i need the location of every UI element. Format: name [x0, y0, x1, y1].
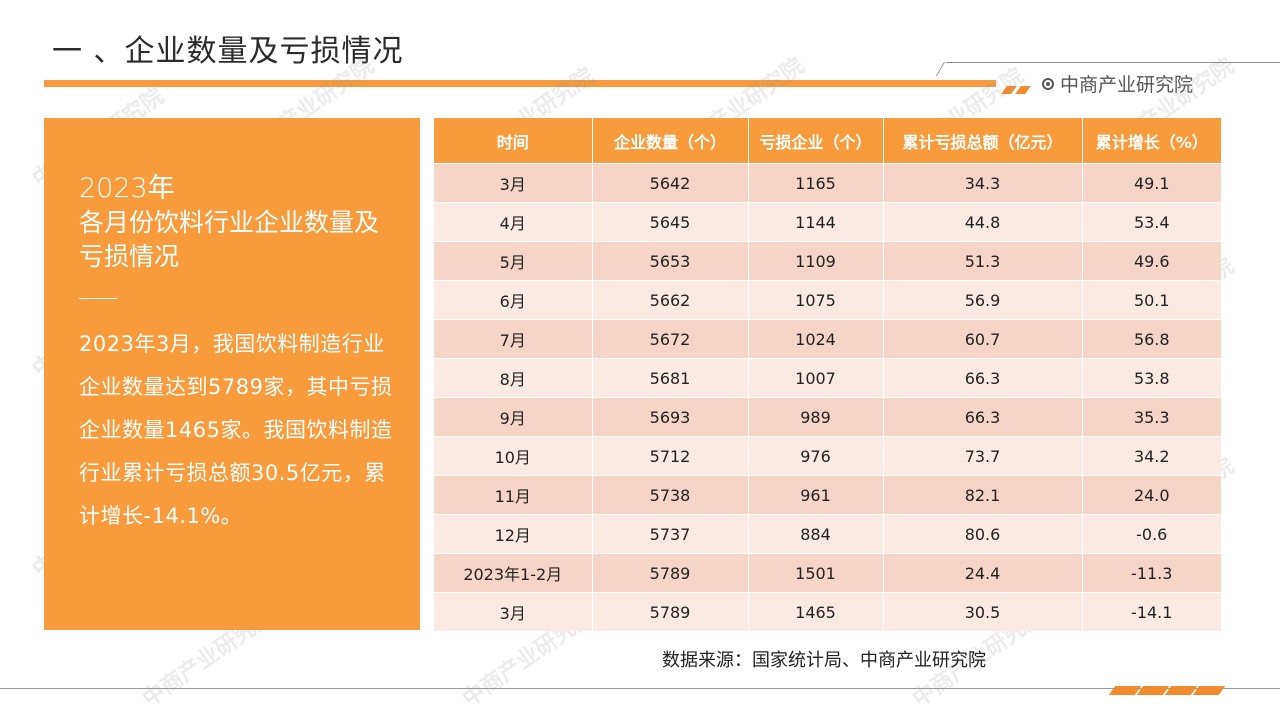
panel-year: 2023年 — [79, 173, 175, 204]
page-title: 一 、企业数量及亏损情况 — [52, 34, 404, 69]
cell-growth: 34.2 — [1082, 436, 1221, 476]
cell-time: 4月 — [434, 202, 593, 242]
cell-count: 5645 — [592, 202, 749, 242]
table-row: 11月 5738 961 82.1 24.0 — [434, 475, 1221, 515]
cell-loss-count: 1165 — [748, 163, 884, 203]
cell-loss-total: 66.3 — [883, 358, 1083, 398]
table-row: 8月 5681 1007 66.3 53.8 — [434, 358, 1221, 398]
cell-time: 12月 — [434, 514, 593, 554]
cell-loss-total: 56.9 — [883, 280, 1083, 320]
cell-growth: 49.6 — [1082, 241, 1221, 281]
title-underline — [44, 80, 996, 87]
header-loss-enterprises: 亏损企业（个） — [748, 118, 884, 164]
header-cumulative-growth: 累计增长（%） — [1082, 118, 1221, 164]
cell-loss-count: 1109 — [748, 241, 884, 281]
table-row: 6月 5662 1075 56.9 50.1 — [434, 280, 1221, 320]
cell-growth: 53.8 — [1082, 358, 1221, 398]
cell-count: 5789 — [592, 553, 749, 593]
cell-time: 9月 — [434, 397, 593, 437]
cell-time: 7月 — [434, 319, 593, 359]
cell-loss-count: 1144 — [748, 202, 884, 242]
target-icon — [1042, 77, 1054, 90]
cell-loss-count: 976 — [748, 436, 884, 476]
cell-count: 5789 — [592, 592, 749, 631]
cell-loss-count: 1024 — [748, 319, 884, 359]
cell-count: 5693 — [592, 397, 749, 437]
cell-loss-total: 44.8 — [883, 202, 1083, 242]
table-row: 4月 5645 1144 44.8 53.4 — [434, 202, 1221, 242]
cell-growth: 50.1 — [1082, 280, 1221, 320]
table-row: 3月 5789 1465 30.5 -14.1 — [434, 592, 1221, 631]
cell-count: 5737 — [592, 514, 749, 554]
cell-growth: 53.4 — [1082, 202, 1221, 242]
cell-count: 5653 — [592, 241, 749, 281]
cell-count: 5681 — [592, 358, 749, 398]
table-row: 10月 5712 976 73.7 34.2 — [434, 436, 1221, 476]
panel-divider — [79, 298, 117, 299]
cell-time: 11月 — [434, 475, 593, 515]
data-source-note: 数据来源：国家统计局、中商产业研究院 — [662, 650, 986, 671]
header-divider-line — [946, 62, 1280, 63]
table-row: 9月 5693 989 66.3 35.3 — [434, 397, 1221, 437]
cell-loss-count: 884 — [748, 514, 884, 554]
footer-divider — [0, 688, 1280, 689]
table-header-row: 时间 企业数量（个） 亏损企业（个） 累计亏损总额（亿元） 累计增长（%） — [434, 118, 1221, 164]
brand-name: 中商产业研究院 — [1060, 74, 1194, 96]
table-row: 7月 5672 1024 60.7 56.8 — [434, 319, 1221, 359]
table-row: 3月 5642 1165 34.3 49.1 — [434, 163, 1221, 203]
cell-time: 3月 — [434, 163, 593, 203]
cell-count: 5662 — [592, 280, 749, 320]
cell-loss-total: 60.7 — [883, 319, 1083, 359]
cell-count: 5712 — [592, 436, 749, 476]
table-row: 12月 5737 884 80.6 -0.6 — [434, 514, 1221, 554]
header-cumulative-loss: 累计亏损总额（亿元） — [883, 118, 1083, 164]
header-enterprise-count: 企业数量（个） — [592, 118, 749, 164]
data-table: 时间 企业数量（个） 亏损企业（个） 累计亏损总额（亿元） 累计增长（%） 3月… — [434, 118, 1221, 631]
cell-count: 5738 — [592, 475, 749, 515]
cell-growth: 24.0 — [1082, 475, 1221, 515]
panel-body-text: 2023年3月，我国饮料制造行业企业数量达到5789家，其中亏损企业数量1465… — [79, 332, 393, 528]
panel-subtitle-line2: 亏损情况 — [79, 242, 180, 271]
cell-loss-count: 1075 — [748, 280, 884, 320]
cell-loss-total: 80.6 — [883, 514, 1083, 554]
cell-growth: 49.1 — [1082, 163, 1221, 203]
footer-stripes-decoration — [1108, 680, 1226, 699]
brand-logo: 中商产业研究院 — [1042, 70, 1193, 97]
summary-panel: 2023年 各月份饮料行业企业数量及 亏损情况 2023年3月，我国饮料制造行业… — [44, 118, 420, 630]
header-divider-slant — [935, 62, 946, 76]
cell-loss-count: 961 — [748, 475, 884, 515]
panel-subtitle-line1: 各月份饮料行业企业数量及 — [79, 208, 380, 237]
cell-time: 6月 — [434, 280, 593, 320]
cell-growth: -14.1 — [1082, 592, 1221, 631]
cell-loss-total: 73.7 — [883, 436, 1083, 476]
cell-time: 3月 — [434, 592, 593, 631]
cell-time: 2023年1-2月 — [434, 553, 593, 593]
header-time: 时间 — [434, 118, 593, 164]
cell-loss-total: 30.5 — [883, 592, 1083, 631]
cell-loss-count: 1007 — [748, 358, 884, 398]
header-stripes-decoration — [1001, 79, 1032, 98]
cell-growth: 35.3 — [1082, 397, 1221, 437]
cell-loss-total: 24.4 — [883, 553, 1083, 593]
cell-loss-total: 82.1 — [883, 475, 1083, 515]
cell-growth: -0.6 — [1082, 514, 1221, 554]
cell-loss-count: 1465 — [748, 592, 884, 631]
cell-count: 5642 — [592, 163, 749, 203]
table-row: 2023年1-2月 5789 1501 24.4 -11.3 — [434, 553, 1221, 593]
table-row: 5月 5653 1109 51.3 49.6 — [434, 241, 1221, 281]
cell-growth: -11.3 — [1082, 553, 1221, 593]
cell-loss-total: 66.3 — [883, 397, 1083, 437]
cell-loss-count: 989 — [748, 397, 884, 437]
cell-count: 5672 — [592, 319, 749, 359]
cell-growth: 56.8 — [1082, 319, 1221, 359]
cell-loss-total: 34.3 — [883, 163, 1083, 203]
cell-loss-total: 51.3 — [883, 241, 1083, 281]
cell-loss-count: 1501 — [748, 553, 884, 593]
cell-time: 10月 — [434, 436, 593, 476]
cell-time: 8月 — [434, 358, 593, 398]
cell-time: 5月 — [434, 241, 593, 281]
data-table-container: 时间 企业数量（个） 亏损企业（个） 累计亏损总额（亿元） 累计增长（%） 3月… — [434, 118, 1221, 631]
